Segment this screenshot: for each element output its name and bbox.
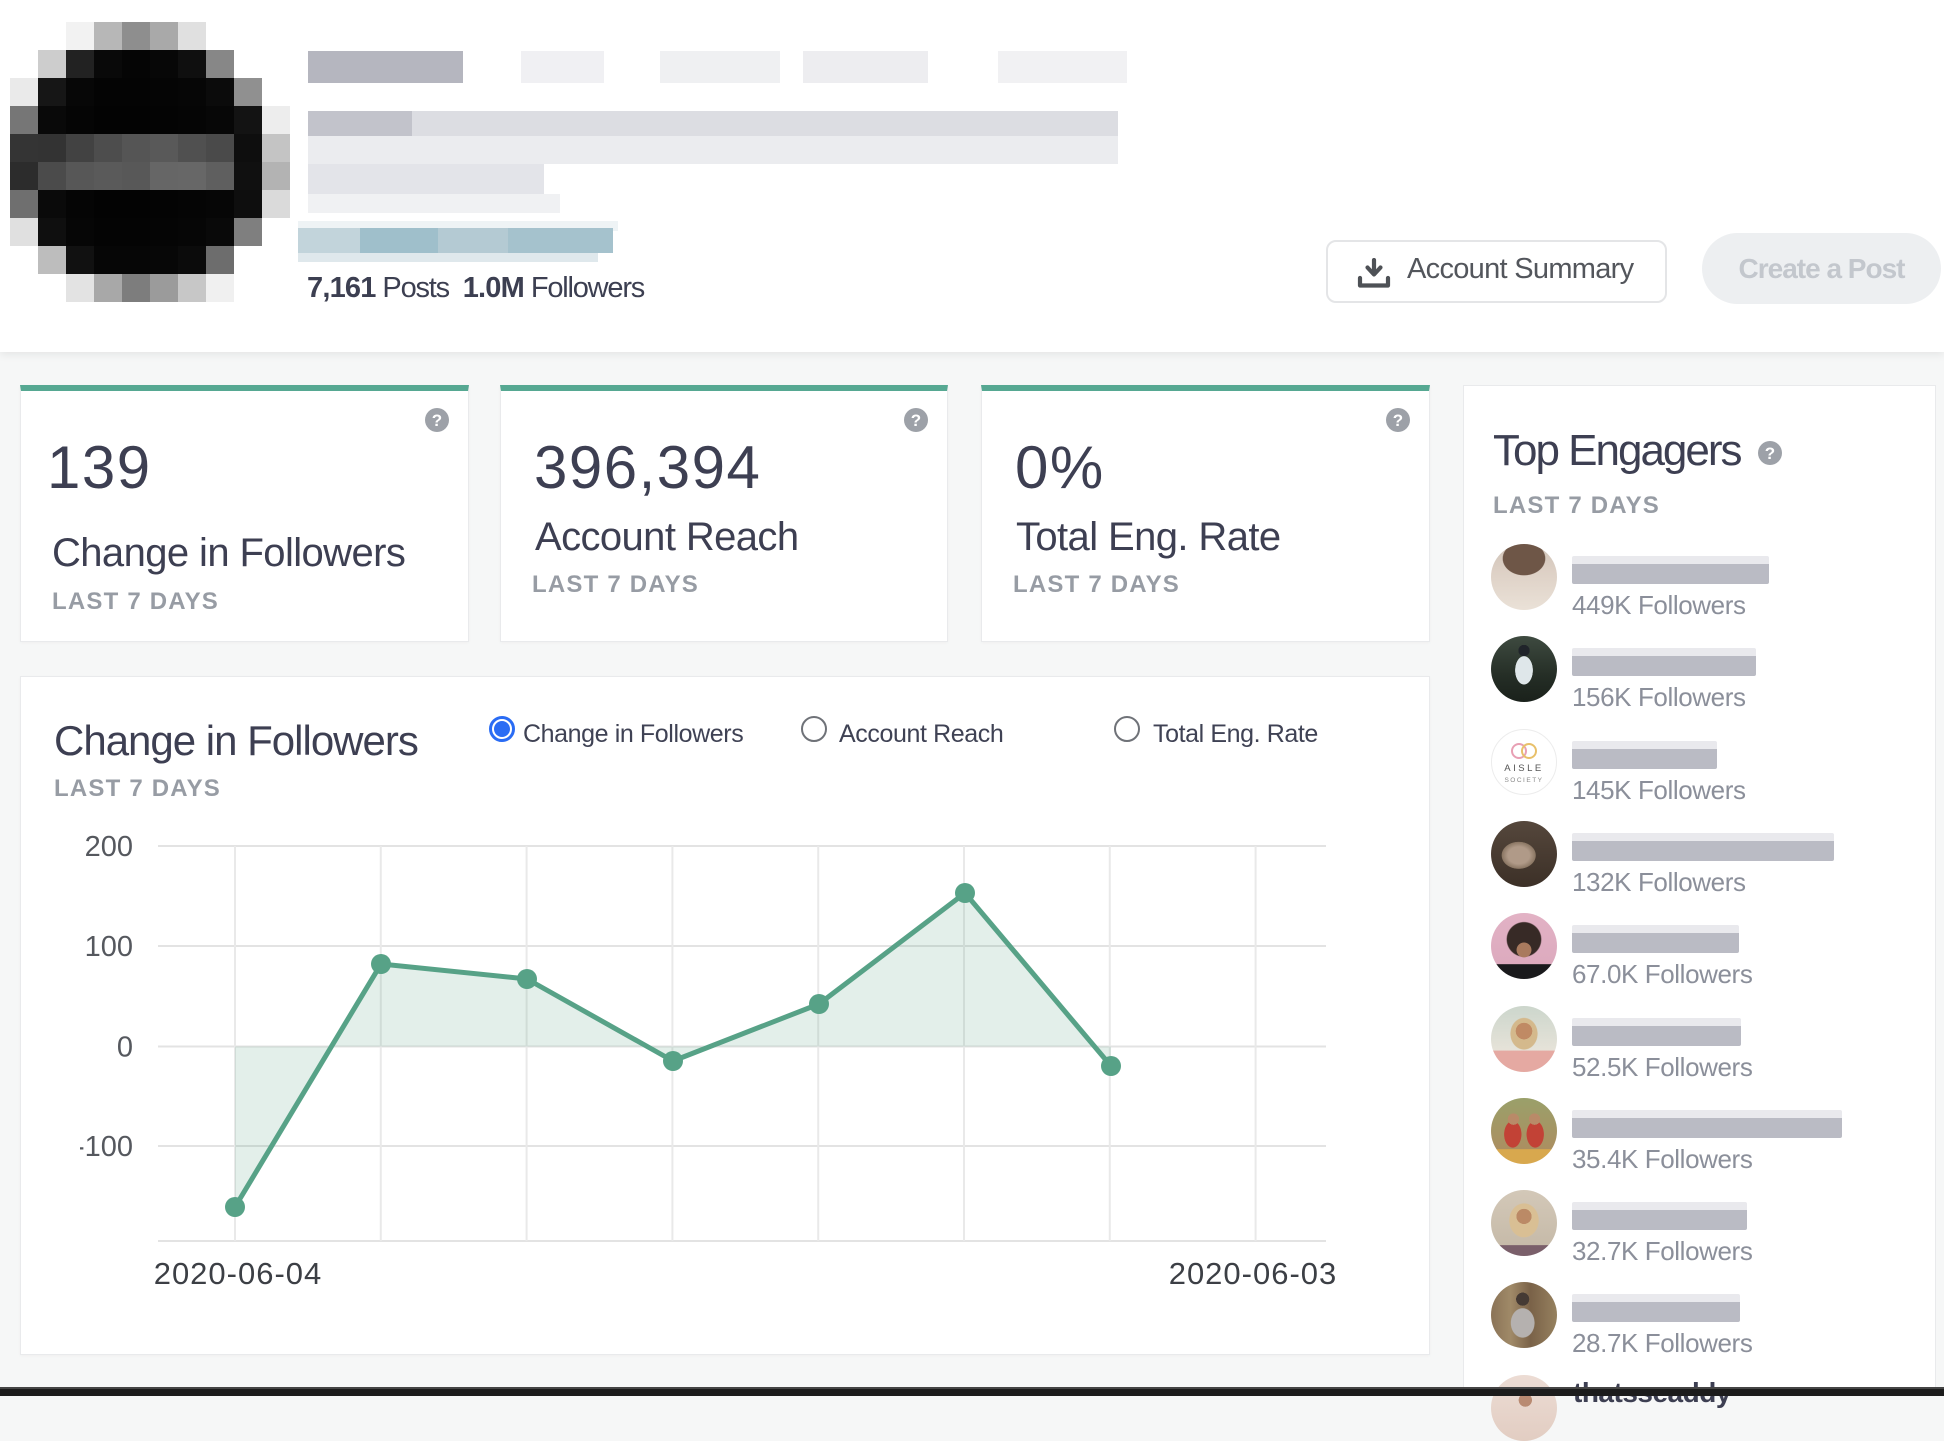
- svg-text:2020-06-04: 2020-06-04: [154, 1256, 323, 1291]
- svg-text:200: 200: [85, 831, 133, 863]
- svg-text:SOCIETY: SOCIETY: [1504, 777, 1543, 784]
- svg-text:AISLE: AISLE: [1504, 763, 1543, 774]
- svg-text:-100: -100: [80, 1131, 133, 1163]
- svg-text:100: 100: [85, 931, 133, 963]
- svg-text:0: 0: [117, 1032, 133, 1064]
- svg-text:2020-06-03: 2020-06-03: [1169, 1256, 1338, 1291]
